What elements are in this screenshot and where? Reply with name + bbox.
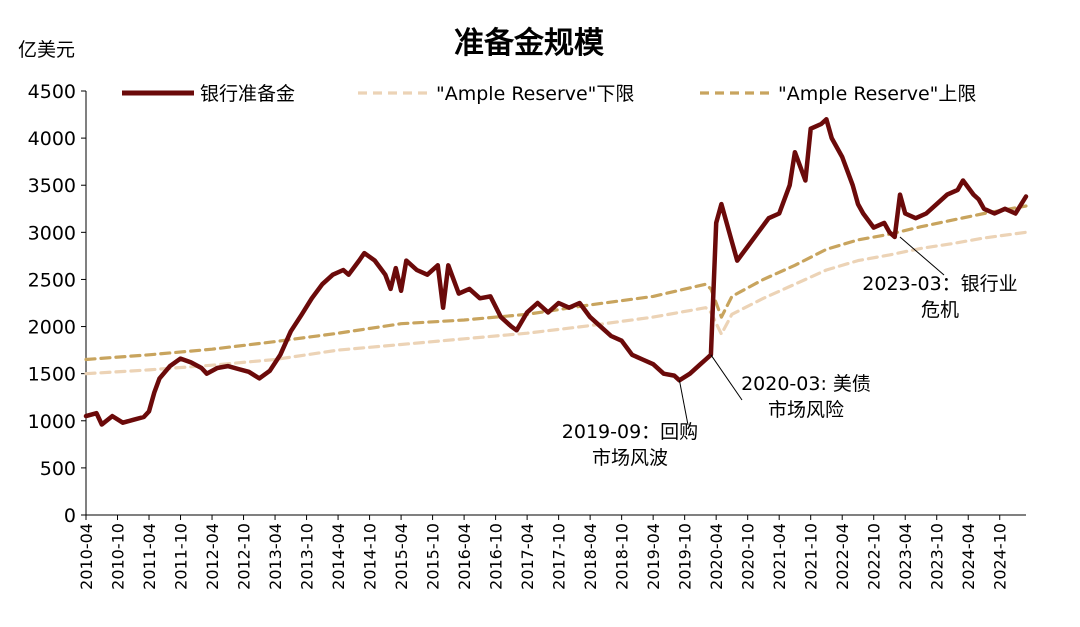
y-tick-label: 0: [64, 505, 76, 527]
y-tick-label: 2000: [28, 317, 76, 339]
annotation-leader-2: [899, 236, 945, 276]
legend: 银行准备金 "Ample Reserve"下限 "Ample Reserve"上限: [122, 83, 976, 105]
x-tick-label: 2015-04: [392, 523, 411, 590]
annotation-text-1: 2020-03: 美债: [741, 373, 871, 395]
annotation-text-1: 市场风险: [768, 399, 844, 421]
y-tick-label: 1500: [28, 364, 76, 386]
annotation-text-0: 市场风波: [592, 447, 668, 469]
annotation-text-2: 危机: [921, 299, 959, 321]
x-tick-label: 2014-10: [361, 523, 380, 590]
y-axis-unit: 亿美元: [18, 39, 75, 61]
x-tick-label: 2022-04: [833, 523, 852, 590]
series-line-0: [83, 117, 1029, 427]
y-axis: 0 500 1000 1500 2000 2500 3000 3500 4000 4500: [28, 81, 87, 527]
y-tick-label: 4500: [28, 81, 76, 103]
x-tick-label: 2013-04: [266, 523, 285, 590]
x-tick-label: 2010-10: [109, 523, 128, 590]
x-tick-label: 2023-10: [928, 523, 947, 590]
x-tick-label: 2020-04: [707, 523, 726, 590]
legend-label-1: "Ample Reserve"下限: [436, 83, 634, 105]
x-tick-label: 2017-04: [518, 523, 537, 590]
y-tick-label: 3000: [28, 222, 76, 244]
chart-title: 准备金规模: [454, 26, 604, 61]
y-tick-label: 4000: [28, 128, 76, 150]
x-tick-label: 2022-10: [865, 523, 884, 590]
x-tick-label: 2018-10: [613, 523, 632, 590]
legend-label-2: "Ample Reserve"上限: [778, 83, 976, 105]
series-line-2: [84, 204, 1028, 362]
x-tick-label: 2023-04: [896, 523, 915, 590]
x-tick-label: 2019-04: [644, 523, 663, 590]
y-tick-label: 500: [40, 458, 76, 480]
x-tick-label: 2011-04: [140, 523, 159, 590]
x-tick-label: 2017-10: [550, 523, 569, 590]
x-tick-label: 2013-10: [298, 523, 317, 590]
y-tick-label: 3500: [28, 175, 76, 197]
x-tick-label: 2012-10: [235, 523, 254, 590]
annotation-leader-0: [678, 380, 689, 426]
x-tick-label: 2010-04: [77, 523, 96, 590]
x-tick-label: 2016-10: [487, 523, 506, 590]
x-tick-label: 2021-10: [802, 523, 821, 590]
x-tick-label: 2021-04: [770, 523, 789, 590]
x-tick-label: 2019-10: [676, 523, 695, 590]
annotation-text-2: 2023-03：银行业: [862, 273, 1017, 295]
legend-label-0: 银行准备金: [200, 83, 295, 105]
x-tick-label: 2015-10: [424, 523, 443, 590]
x-tick-label: 2018-04: [581, 523, 600, 590]
x-tick-label: 2020-10: [739, 523, 758, 590]
series-group: [83, 117, 1029, 427]
x-tick-label: 2024-10: [991, 523, 1010, 590]
y-tick-label: 1000: [28, 411, 76, 433]
x-tick-label: 2024-04: [959, 523, 978, 590]
x-tick-label: 2011-10: [172, 523, 191, 590]
annotation-text-0: 2019-09：回购: [562, 421, 698, 443]
x-tick-label: 2014-04: [329, 523, 348, 590]
x-tick-label: 2012-04: [203, 523, 222, 590]
x-axis: 2010-04 2010-10 2011-04 2011-10 2012-04 2012-…: [77, 514, 1026, 590]
y-tick-label: 2500: [28, 269, 76, 291]
x-tick-label: 2016-04: [455, 523, 474, 590]
annotation-leader-1: [710, 354, 743, 401]
